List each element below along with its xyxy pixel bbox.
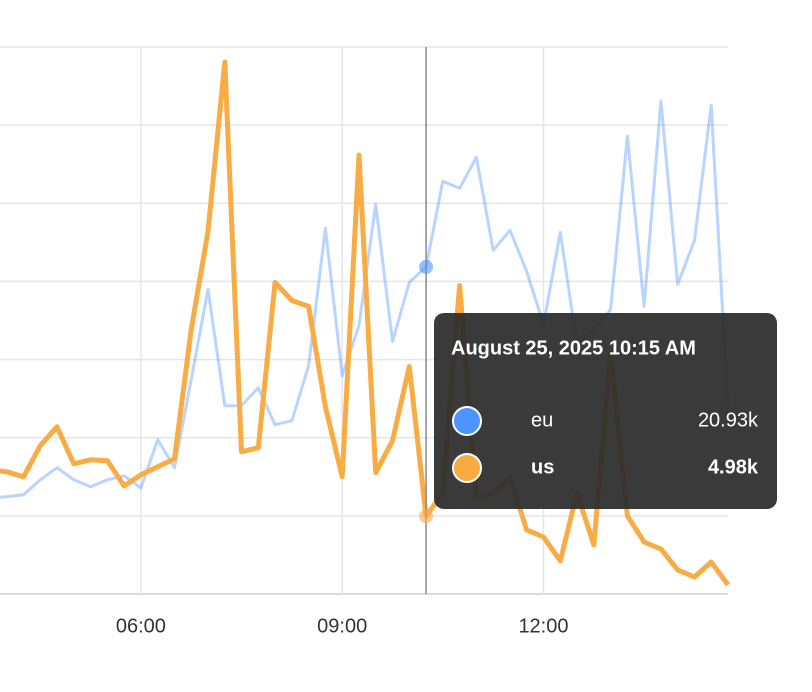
legend-label: us bbox=[531, 456, 554, 478]
hover-dot bbox=[419, 259, 434, 274]
x-tick-label: 06:00 bbox=[116, 615, 166, 637]
hover-dot bbox=[419, 509, 434, 524]
tooltip-value: 20.93k bbox=[698, 409, 759, 431]
legend-swatch bbox=[452, 406, 482, 436]
legend-swatch bbox=[452, 453, 482, 483]
tooltip-box bbox=[434, 313, 777, 509]
tooltip-title: August 25, 2025 10:15 AM bbox=[451, 337, 696, 359]
tooltip-value: 4.98k bbox=[708, 456, 759, 478]
x-tick-label: 09:00 bbox=[317, 615, 367, 637]
legend-label: eu bbox=[531, 409, 553, 431]
tooltip: August 25, 2025 10:15 AM eu 20.93k us 4.98k bbox=[434, 313, 777, 509]
x-tick-label: 12:00 bbox=[518, 615, 568, 637]
